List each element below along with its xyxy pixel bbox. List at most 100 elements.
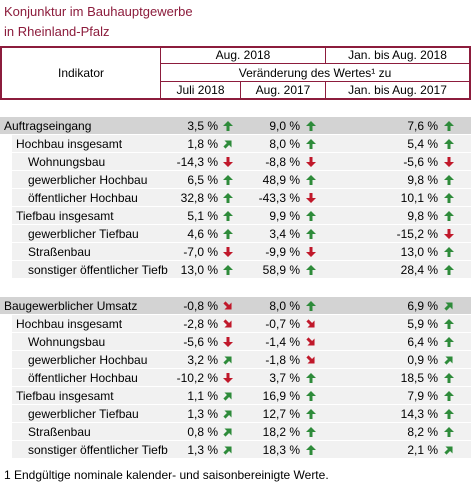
trend-arrow bbox=[444, 247, 454, 257]
header-cell: Jan. bis Aug. 2018 bbox=[325, 46, 471, 64]
cell-value: -8,8 % bbox=[265, 155, 300, 169]
trend-arrow bbox=[223, 193, 233, 203]
cell-value: -15,2 % bbox=[396, 227, 438, 241]
row-label: gewerblicher Tiefbau bbox=[28, 407, 139, 421]
row-label: Hochbau insgesamt bbox=[16, 137, 123, 151]
row-label: Straßenbau bbox=[28, 245, 91, 259]
trend-arrow bbox=[444, 446, 453, 455]
row-label: Baugewerblicher Umsatz bbox=[4, 299, 138, 313]
row-background bbox=[12, 369, 471, 386]
trend-arrow bbox=[223, 140, 232, 149]
trend-arrow bbox=[444, 139, 454, 149]
trend-arrow bbox=[306, 373, 316, 383]
footnote: 1 Endgültige nominale kalender- und sais… bbox=[4, 468, 329, 482]
cell-value: 48,9 % bbox=[262, 173, 300, 187]
cell-value: 13,0 % bbox=[180, 263, 218, 277]
trend-arrow bbox=[444, 229, 454, 239]
cell-value: 18,3 % bbox=[262, 443, 300, 457]
row-background bbox=[12, 189, 471, 206]
cell-value: 14,3 % bbox=[400, 407, 438, 421]
trend-arrow bbox=[223, 121, 233, 131]
trend-arrow bbox=[306, 211, 316, 221]
cell-value: 9,8 % bbox=[407, 209, 438, 223]
cell-value: -14,3 % bbox=[176, 155, 218, 169]
cell-value: -9,9 % bbox=[265, 245, 300, 259]
trend-arrow bbox=[306, 121, 316, 131]
trend-arrow bbox=[306, 337, 315, 346]
trend-arrow bbox=[306, 445, 316, 455]
cell-value: 18,5 % bbox=[400, 371, 438, 385]
trend-arrow bbox=[306, 139, 316, 149]
cell-value: 9,0 % bbox=[269, 119, 300, 133]
cell-value: 5,1 % bbox=[187, 209, 218, 223]
trend-arrow bbox=[223, 392, 232, 401]
cell-value: 0,8 % bbox=[187, 425, 218, 439]
header-cell: Juli 2018 bbox=[160, 81, 241, 100]
cell-value: 4,6 % bbox=[187, 227, 218, 241]
header-cell: Indikator bbox=[0, 46, 161, 100]
cell-value: 6,5 % bbox=[187, 173, 218, 187]
trend-arrow bbox=[223, 157, 233, 167]
cell-value: 7,9 % bbox=[407, 389, 438, 403]
trend-arrow bbox=[223, 446, 232, 455]
cell-value: 3,5 % bbox=[187, 119, 218, 133]
cell-value: 16,9 % bbox=[262, 389, 300, 403]
trend-arrow bbox=[223, 337, 233, 347]
cell-value: 1,8 % bbox=[187, 137, 218, 151]
cell-value: 18,2 % bbox=[262, 425, 300, 439]
cell-value: 28,4 % bbox=[400, 263, 438, 277]
row-label: öffentlicher Hochbau bbox=[28, 371, 138, 385]
trend-arrow bbox=[444, 427, 454, 437]
row-background bbox=[12, 153, 471, 170]
cell-value: 8,0 % bbox=[269, 137, 300, 151]
row-background bbox=[12, 441, 471, 458]
row-label: Wohnungsbau bbox=[28, 155, 106, 169]
header-cell: Aug. 2018 bbox=[160, 46, 326, 64]
cell-value: 58,9 % bbox=[262, 263, 300, 277]
cell-value: 5,4 % bbox=[407, 137, 438, 151]
cell-value: 1,3 % bbox=[187, 443, 218, 457]
cell-value: 9,8 % bbox=[407, 173, 438, 187]
row-label: Straßenbau bbox=[28, 425, 91, 439]
trend-arrow bbox=[444, 157, 454, 167]
row-label: Auftragseingang bbox=[4, 119, 92, 133]
trend-arrow bbox=[444, 337, 454, 347]
header-cell: Veränderung des Wertes¹ zu bbox=[160, 63, 471, 82]
header-cell: Jan. bis Aug. 2017 bbox=[325, 81, 471, 100]
cell-value: 3,7 % bbox=[269, 371, 300, 385]
trend-arrow bbox=[306, 301, 316, 311]
cell-value: -0,7 % bbox=[265, 317, 300, 331]
cell-value: 10,1 % bbox=[400, 191, 438, 205]
cell-value: 5,9 % bbox=[407, 317, 438, 331]
row-background bbox=[12, 135, 471, 152]
trend-arrow bbox=[223, 175, 233, 185]
trend-arrow bbox=[306, 247, 316, 257]
trend-arrow bbox=[223, 319, 232, 328]
cell-value: -5,6 % bbox=[183, 335, 218, 349]
row-label: Wohnungsbau bbox=[28, 335, 106, 349]
trend-arrow bbox=[306, 391, 316, 401]
trend-arrow bbox=[444, 373, 454, 383]
cell-value: 0,9 % bbox=[407, 353, 438, 367]
cell-value: 12,7 % bbox=[262, 407, 300, 421]
trend-arrow bbox=[223, 265, 233, 275]
row-background bbox=[12, 225, 471, 242]
trend-arrow bbox=[444, 193, 454, 203]
cell-value: 9,9 % bbox=[269, 209, 300, 223]
row-label: gewerblicher Tiefbau bbox=[28, 227, 139, 241]
row-background bbox=[12, 405, 471, 422]
trend-arrow bbox=[444, 302, 453, 311]
row-background bbox=[0, 117, 471, 134]
trend-arrow bbox=[444, 356, 453, 365]
trend-arrow bbox=[306, 157, 316, 167]
trend-arrow bbox=[444, 409, 454, 419]
row-label: Tiefbau insgesamt bbox=[16, 389, 114, 403]
cell-value: -1,8 % bbox=[265, 353, 300, 367]
cell-value: 8,2 % bbox=[407, 425, 438, 439]
trend-arrow bbox=[306, 427, 316, 437]
cell-value: -10,2 % bbox=[176, 371, 218, 385]
trend-arrow bbox=[444, 265, 454, 275]
trend-arrow bbox=[223, 410, 232, 419]
cell-value: 3,2 % bbox=[187, 353, 218, 367]
cell-value: 32,8 % bbox=[180, 191, 218, 205]
